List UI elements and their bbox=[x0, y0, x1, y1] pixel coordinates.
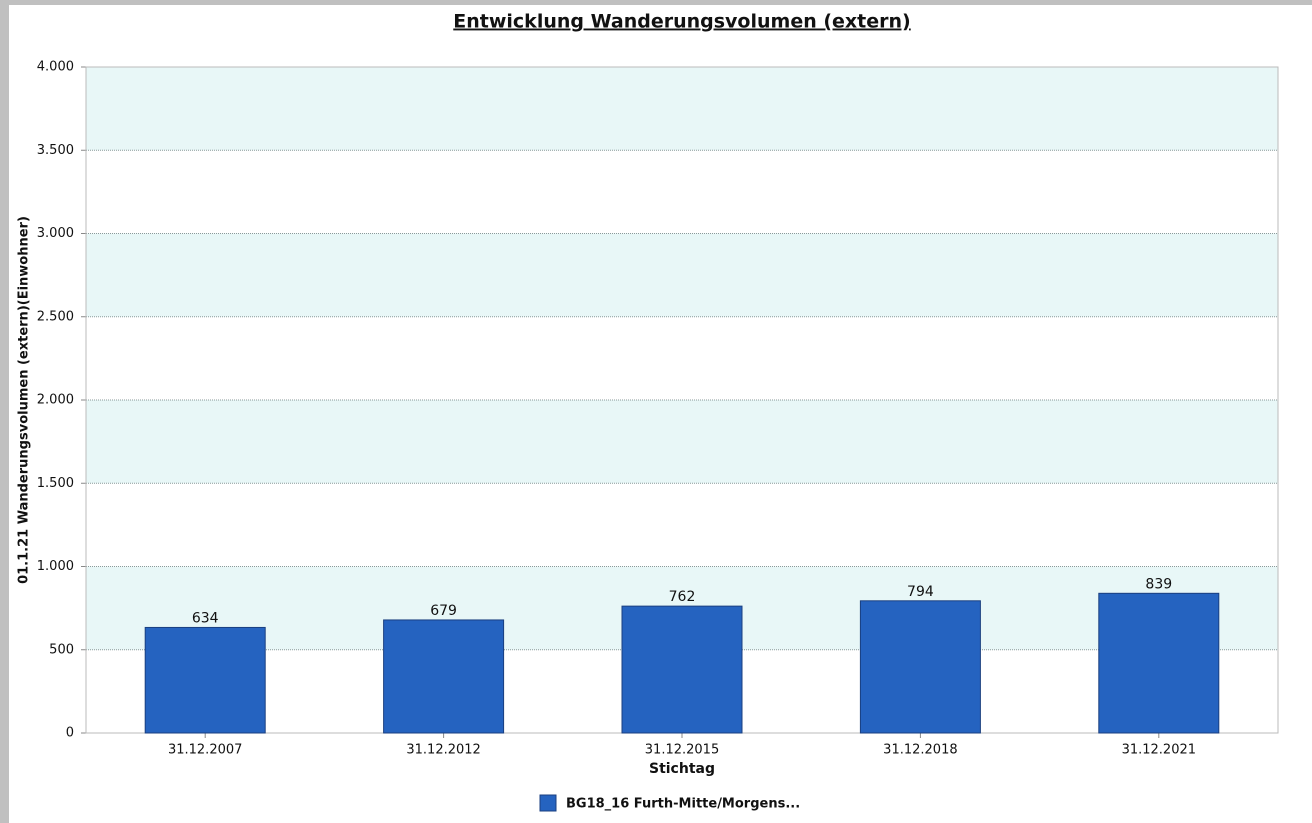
bar bbox=[1098, 592, 1220, 734]
data-label: 794 bbox=[907, 584, 934, 600]
y-tick-label: 1.500 bbox=[37, 476, 74, 491]
bar bbox=[621, 605, 743, 734]
x-tick-label: 31.12.2021 bbox=[1122, 743, 1196, 758]
y-tick-label: 2.500 bbox=[37, 309, 74, 324]
data-label: 762 bbox=[669, 589, 696, 605]
data-label: 839 bbox=[1145, 576, 1172, 592]
y-tick-label: 500 bbox=[49, 642, 74, 657]
x-tick-label: 31.12.2018 bbox=[883, 743, 957, 758]
data-label: 679 bbox=[430, 603, 457, 619]
x-tick-label: 31.12.2007 bbox=[168, 743, 242, 758]
bar bbox=[859, 600, 981, 734]
grid-band bbox=[86, 67, 1278, 151]
grid-band bbox=[86, 400, 1278, 484]
y-tick-label: 3.000 bbox=[37, 226, 74, 241]
grid-band bbox=[86, 233, 1278, 317]
legend-label: BG18_16 Furth-Mitte/Morgens... bbox=[566, 797, 800, 812]
y-tick-label: 2.000 bbox=[37, 393, 74, 408]
x-tick-label: 31.12.2015 bbox=[645, 743, 719, 758]
x-tick-label: 31.12.2012 bbox=[406, 743, 480, 758]
legend-swatch bbox=[539, 794, 557, 812]
bar bbox=[383, 619, 505, 734]
y-tick-label: 1.000 bbox=[37, 559, 74, 574]
y-axis-label: 01.1.21 Wanderungsvolumen (extern)(Einwo… bbox=[17, 216, 32, 584]
y-tick-label: 0 bbox=[66, 726, 74, 741]
y-tick-label: 4.000 bbox=[37, 60, 74, 75]
x-axis-label: Stichtag bbox=[649, 761, 715, 777]
y-tick-label: 3.500 bbox=[37, 143, 74, 158]
data-label: 634 bbox=[192, 610, 219, 626]
chart-title: Entwicklung Wanderungsvolumen (extern) bbox=[453, 11, 910, 33]
bar bbox=[144, 626, 266, 734]
